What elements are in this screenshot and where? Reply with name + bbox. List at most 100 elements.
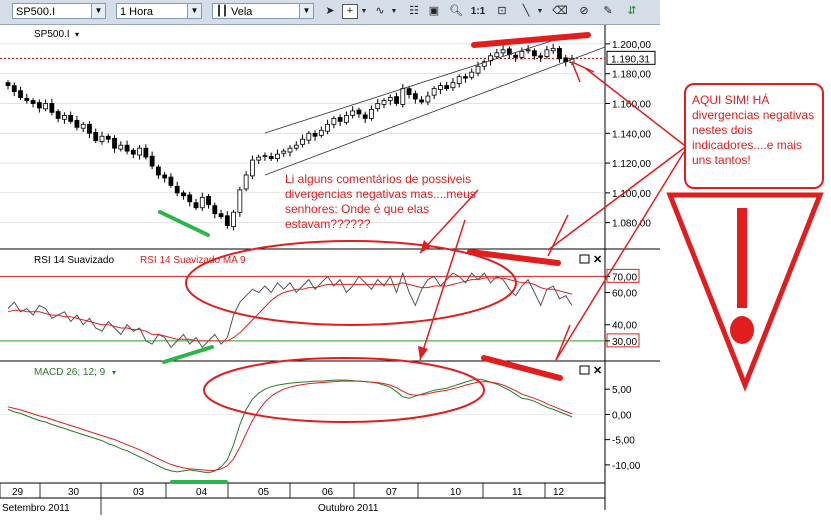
channel-lower-line — [264, 46, 606, 176]
candle-body — [506, 48, 512, 55]
candle-body — [412, 93, 418, 100]
chart-style-value: Vela — [231, 6, 253, 18]
chart-style-select[interactable]: ┃┃ Vela ▼ — [212, 3, 314, 19]
candle-body — [337, 117, 343, 122]
candle-body — [87, 123, 92, 134]
candle-body — [224, 215, 230, 227]
y-tick-label: 1.080,00 — [612, 219, 651, 230]
x-tick-label: 06 — [322, 487, 334, 498]
dropdown-arrow-icon[interactable]: ▼ — [360, 8, 368, 15]
candle-body — [55, 111, 61, 119]
candle-body — [356, 109, 362, 115]
candle-body — [343, 115, 349, 123]
candle-body — [525, 49, 531, 52]
month-label: Setembro 2011 — [2, 503, 70, 514]
rsi-panel-label[interactable]: RSI 14 Suavizado — [34, 255, 114, 266]
x-tick-label: 29 — [12, 487, 24, 498]
cursor-icon[interactable]: ➤ — [325, 5, 335, 17]
candle-body — [331, 117, 337, 125]
trash-icon[interactable]: ⊘ — [579, 5, 589, 17]
candle-body — [481, 61, 487, 67]
close-icon[interactable]: ✕ — [593, 254, 602, 266]
candles-icon[interactable]: ⇵ — [627, 5, 637, 17]
interval-select[interactable]: 1 Hora ▼ — [116, 3, 202, 19]
scale-1-1-icon[interactable]: 1:1 — [470, 6, 486, 17]
maximize-icon[interactable] — [579, 365, 590, 375]
y-tick-label: 1.140,00 — [612, 129, 651, 140]
eraser-icon[interactable]: ⌫ — [552, 5, 568, 17]
y-tick-label: 1.160,00 — [612, 99, 651, 110]
properties-icon[interactable]: ☷ — [409, 5, 419, 17]
candle-body — [437, 85, 443, 90]
price-panel-label[interactable]: SP500.I — [34, 29, 70, 40]
candle-body — [181, 192, 186, 197]
candle-body — [550, 47, 556, 52]
macd-panel-label[interactable]: MACD 26; 12; 9 — [34, 367, 106, 378]
candle-body — [544, 49, 550, 57]
symbol-select[interactable]: SP500.I ▼ — [12, 3, 106, 19]
separator-icon: ▣ — [428, 5, 440, 17]
candle-body — [137, 147, 143, 156]
x-tick-label: 05 — [258, 487, 270, 498]
candles-icon: ┃┃ — [216, 6, 229, 17]
chart-svg[interactable]: 1.200,00 1.180,00 1.160,00 1.140,00 1.120,00… — [0, 25, 660, 515]
lock-icon[interactable]: ⊡ — [497, 5, 507, 17]
candle-body — [149, 155, 155, 167]
candle-body — [124, 144, 130, 152]
candle-body — [168, 176, 174, 186]
candle-body — [325, 123, 331, 132]
chevron-down-icon[interactable]: ▾ — [112, 368, 116, 377]
candle-body — [431, 88, 437, 96]
x-tick-label: 04 — [196, 487, 208, 498]
candle-body — [306, 132, 312, 141]
candle-body — [18, 90, 23, 98]
candle-body — [362, 114, 368, 119]
candle-body — [256, 156, 262, 161]
candle-body — [68, 115, 74, 122]
candle-body — [312, 132, 318, 137]
chevron-down-icon[interactable]: ▼ — [91, 4, 105, 18]
candle-body — [112, 137, 117, 149]
dropdown-arrow-icon[interactable]: ▼ — [390, 8, 398, 15]
line-tool-icon[interactable]: ╲ — [522, 5, 530, 17]
x-tick-label: 11 — [512, 487, 523, 498]
chevron-down-icon[interactable]: ▼ — [187, 4, 201, 18]
close-icon[interactable]: ✕ — [593, 365, 602, 377]
y-tick-label: 30,00 — [612, 337, 637, 348]
channel-upper-line — [264, 34, 571, 134]
last-price-box — [606, 50, 656, 65]
candle-body — [287, 147, 293, 153]
candle-body — [174, 185, 180, 194]
month-label: Outubro 2011 — [318, 503, 379, 514]
candle-body — [99, 135, 105, 143]
zoom-icon[interactable]: 🔍︎ — [449, 5, 463, 17]
candle-body — [118, 144, 124, 150]
candle-body — [293, 144, 299, 149]
rsi-ma-panel-label[interactable]: RSI 14 Suavizado MA 9 — [140, 255, 246, 266]
comment-annotation: Li alguns comentários de possiveis diver… — [285, 172, 476, 231]
candle-body — [268, 156, 274, 159]
candle-body — [475, 65, 481, 74]
candle-body — [43, 103, 48, 110]
candle-body — [62, 115, 67, 120]
y-tick-label: 1.180,00 — [612, 70, 651, 81]
chevron-down-icon[interactable]: ▼ — [299, 4, 313, 18]
candle-body — [513, 54, 518, 58]
candle-body — [463, 76, 468, 79]
candle-body — [130, 149, 136, 155]
y-tick-label: -10,00 — [612, 461, 641, 472]
candle-body — [199, 196, 205, 209]
candle-body — [387, 97, 393, 101]
candle-body — [231, 211, 237, 227]
indicator-icon[interactable]: ∿ — [375, 5, 385, 17]
candle-body — [36, 102, 42, 109]
text-tool-icon[interactable]: ✎ — [603, 5, 613, 17]
dropdown-arrow-icon[interactable]: ▼ — [536, 8, 544, 15]
chevron-down-icon[interactable]: ▾ — [75, 30, 79, 39]
y-tick-label: 60,00 — [612, 288, 637, 299]
candle-body — [11, 85, 17, 92]
candle-body — [49, 103, 55, 113]
crosshair-icon[interactable]: + — [342, 4, 358, 19]
y-tick-label: 70,00 — [612, 272, 637, 283]
macd-panel-controls: ✕ — [579, 365, 602, 377]
